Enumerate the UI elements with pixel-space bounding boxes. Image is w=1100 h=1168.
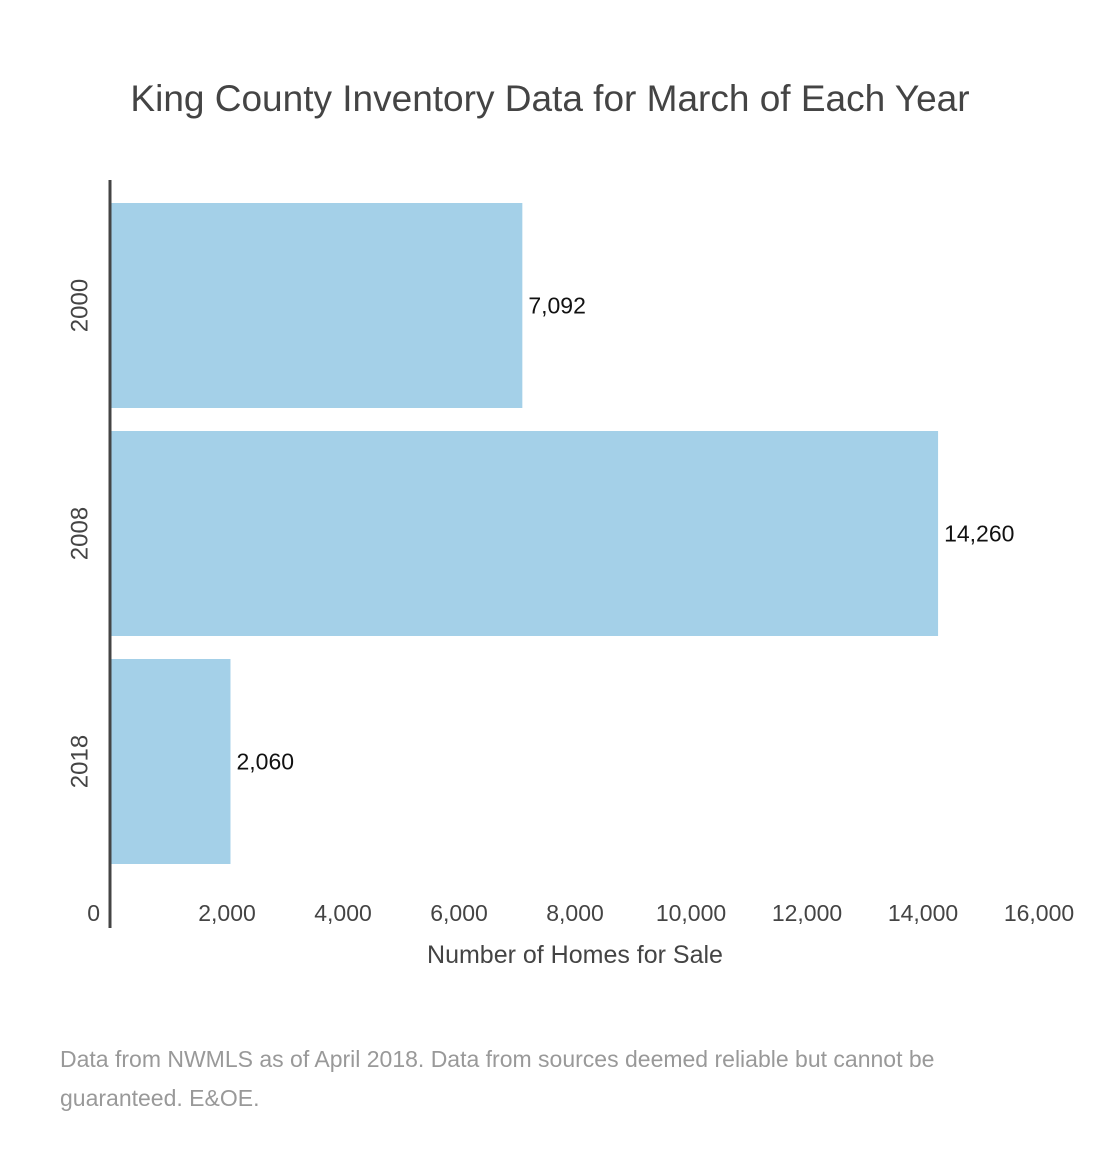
source-footnote: Data from NWMLS as of April 2018. Data f… xyxy=(60,1046,935,1111)
data-label-2000: 7,092 xyxy=(528,293,586,319)
bar-2000 xyxy=(111,203,523,408)
category-labels-layer: 2000 2008 2018 xyxy=(67,279,94,788)
x-tick-labels-layer: 0 2,000 4,000 6,000 8,000 10,000 12,000 14,000 1… xyxy=(87,900,1074,926)
bars-layer xyxy=(111,203,939,864)
x-tick-label: 16,000 xyxy=(1004,900,1074,926)
data-label-2018: 2,060 xyxy=(236,749,294,775)
data-label-2008: 14,260 xyxy=(944,521,1014,547)
x-tick-label: 6,000 xyxy=(430,900,488,926)
category-label-2000: 2000 xyxy=(67,279,94,332)
x-tick-label: 10,000 xyxy=(656,900,726,926)
x-tick-label: 4,000 xyxy=(314,900,372,926)
x-tick-label: 14,000 xyxy=(888,900,958,926)
x-tick-label: 12,000 xyxy=(772,900,842,926)
chart-title: King County Inventory Data for March of … xyxy=(130,78,969,119)
x-tick-label: 8,000 xyxy=(546,900,604,926)
x-axis-label: Number of Homes for Sale xyxy=(427,941,723,969)
x-tick-label: 2,000 xyxy=(198,900,256,926)
x-tick-label: 0 xyxy=(87,900,100,926)
bar-2018 xyxy=(111,659,231,864)
category-label-2018: 2018 xyxy=(67,735,94,788)
data-labels-layer: 7,092 14,260 2,060 xyxy=(236,293,1014,775)
category-label-2008: 2008 xyxy=(67,507,94,560)
bar-2008 xyxy=(111,431,939,636)
